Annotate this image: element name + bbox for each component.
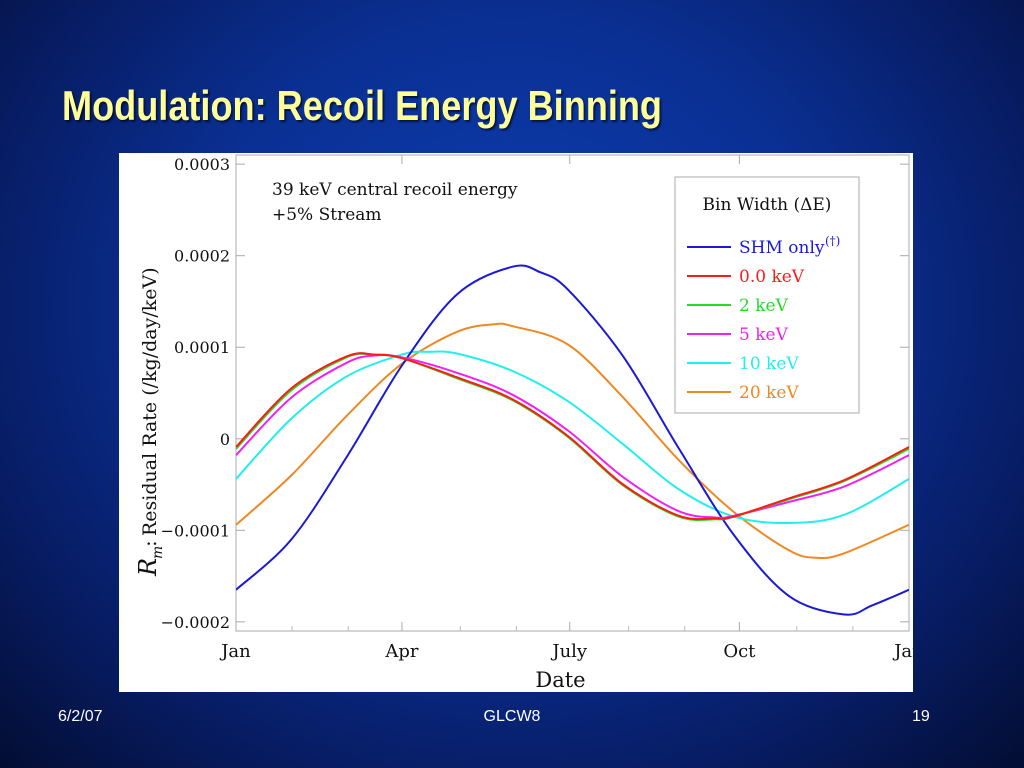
y-tick-label: 0 [220, 430, 230, 449]
x-tick-label: Oct [723, 641, 756, 662]
footer-center: GLCW8 [483, 708, 541, 725]
x-tick-label: Jan [219, 641, 251, 662]
y-tick-label: 0.0003 [174, 155, 230, 174]
legend-layer: Bin Width (ΔE) SHM only (†) 0.0 keV 2 keV 5 k… [674, 176, 860, 414]
series-line-20-kev [236, 322, 909, 560]
y-axis-label: Residual Rate (/kg/day/keV) [139, 267, 161, 536]
legend-label-2-kev: 2 keV [739, 296, 789, 316]
legend-label-shm-only: SHM only [739, 238, 825, 258]
series-line-10-kev [236, 350, 909, 525]
series-line-5-kev [236, 353, 909, 519]
series-line-0-0-kev [236, 352, 909, 521]
x-axis-label: Date [535, 668, 585, 692]
y-tick-label: −0.0002 [161, 613, 230, 632]
chart-svg: −0.0002 −0.0001 0 0.0001 0.0002 0.0003 Jan Apr J… [134, 154, 913, 692]
footer-date: 6/2/07 [58, 708, 103, 725]
x-tick-label: Jan [892, 641, 913, 662]
plot-frame [235, 154, 910, 632]
x-tick-label: July [550, 641, 588, 662]
slide-title: Modulation: Recoil Energy Binning [62, 82, 662, 129]
legend-label-20-kev: 20 keV [739, 383, 799, 403]
chart-figure: −0.0002 −0.0001 0 0.0001 0.0002 0.0003 Jan Apr J… [119, 153, 913, 692]
legend-box [674, 176, 860, 414]
y-axis-label-group: Rm: Residual Rate (/kg/day/keV) [134, 267, 166, 577]
y-axis-colon: : [137, 540, 161, 547]
legend-label-10-kev: 10 keV [739, 354, 799, 374]
series-line-shm-only [236, 264, 909, 616]
y-tick-label: 0.0001 [174, 338, 230, 357]
legend-title: Bin Width (ΔE) [703, 195, 832, 215]
labels-layer: −0.0002 −0.0001 0 0.0001 0.0002 0.0003 Jan Apr J… [134, 155, 913, 692]
chart-annotation: +5% Stream [272, 205, 382, 225]
y-axis-symbol: R [134, 558, 162, 577]
chart-annotation: 39 keV central recoil energy [272, 180, 518, 200]
x-tick-label: Apr [384, 641, 419, 662]
legend-label-5-kev: 5 keV [739, 325, 789, 345]
footer-page-number: 19 [912, 708, 930, 725]
y-tick-label: −0.0001 [161, 521, 230, 540]
series-layer [236, 264, 909, 616]
legend-label-0-0-kev: 0.0 keV [739, 267, 805, 287]
y-axis-subscript: m [150, 546, 166, 559]
axes-layer [235, 154, 910, 632]
y-tick-label: 0.0002 [174, 247, 230, 266]
legend-superscript: (†) [825, 234, 840, 248]
